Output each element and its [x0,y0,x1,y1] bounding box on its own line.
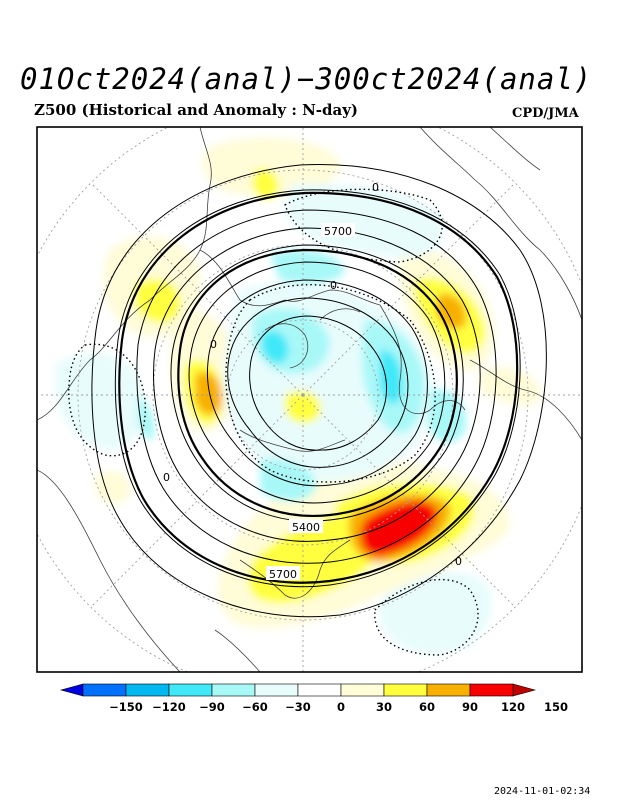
colorbar-box [297,683,342,697]
colorbar-box [469,683,514,697]
zero-label: 0 [210,338,217,351]
colorbar-arrow-right [512,683,537,697]
colorbar-tick-label: −120 [152,700,186,714]
map-area: 5700 5400 5700 0 0 0 0 0 [37,127,582,672]
colorbar-box [168,683,213,697]
colorbar-tick-label: 60 [419,700,435,714]
contour-label-5400: 5400 [292,521,320,534]
anomaly-shading [55,137,541,655]
colorbar: −150 −120 −90 −60 −30 0 30 60 90 120 150 [59,683,568,714]
contour-label-5700-bottom: 5700 [269,568,297,581]
colorbar-tick-label: −60 [242,700,268,714]
map-frame [36,126,583,673]
chart-title: 01Oct2024(anal)−300ct2024(anal) [20,62,593,96]
agency-credit: CPD/JMA [512,106,579,121]
contour-label-5700-top: 5700 [324,225,352,238]
colorbar-tick-label: 120 [501,700,525,714]
colorbar-tick-label: 0 [337,700,345,714]
colorbar-tick-label: 150 [544,700,568,714]
colorbar-box [125,683,170,697]
colorbar-tick-label: −150 [109,700,143,714]
colorbar-tick-label: 90 [462,700,478,714]
coastlines [37,127,582,672]
zero-label: 0 [163,471,170,484]
anomaly-contours [68,188,479,656]
height-contours [91,164,547,618]
colorbar-box [340,683,385,697]
colorbar-box [426,683,471,697]
colorbar-arrow-left [59,683,84,697]
colorbar-tick-label: −90 [199,700,225,714]
zero-label: 0 [455,555,462,568]
timestamp: 2024-11-01-02:34 [494,786,591,797]
colorbar-tick-label: 30 [376,700,392,714]
colorbar-tick-label: −30 [285,700,311,714]
contour-labels: 5700 5400 5700 0 0 0 0 0 [163,181,462,581]
zero-label: 0 [372,181,379,194]
colorbar-box [383,683,428,697]
colorbar-box [254,683,299,697]
colorbar-box [211,683,256,697]
chart-subtitle: Z500 (Historical and Anomaly : N-day) [34,101,359,119]
zero-label: 0 [330,279,337,292]
colorbar-box [82,683,127,697]
height-contours-bold [118,191,519,584]
